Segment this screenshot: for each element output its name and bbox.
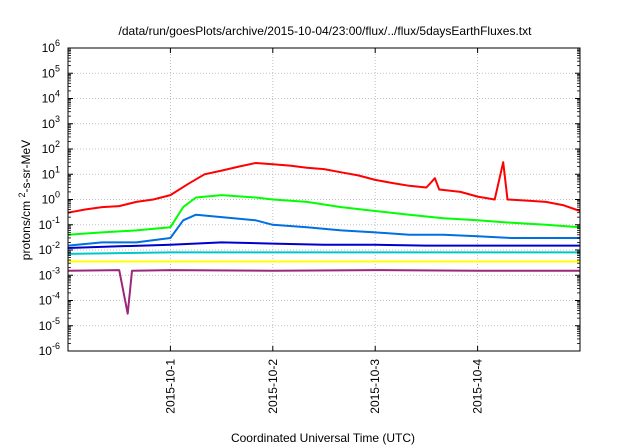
y-tick-exponent: -5 (52, 316, 60, 326)
x-tick-label: 2015-10-3 (368, 359, 382, 414)
chart-title: /data/run/goesPlots/archive/2015-10-04/2… (119, 24, 533, 38)
y-tick-base: 10 (42, 142, 56, 156)
series-layer (67, 161, 581, 315)
y-tick-label: 10-6 (39, 341, 60, 358)
x-tick-label: 2015-10-4 (471, 359, 485, 414)
y-tick-exponent: 0 (55, 190, 60, 200)
y-tick-exponent: -3 (52, 265, 60, 275)
series-line-1 (67, 194, 581, 236)
grid-layer (68, 48, 580, 351)
y-tick-base: 10 (42, 41, 56, 55)
y-tick-label: 100 (42, 190, 60, 207)
y-axis-label-text: protons/cm (19, 201, 33, 260)
y-tick-exponent: 1 (55, 164, 60, 174)
y-tick-base: 10 (42, 92, 56, 106)
y-tick-exponent: 3 (55, 114, 60, 124)
y-tick-label: 10-1 (39, 215, 60, 232)
series-line-2 (67, 213, 580, 247)
y-tick-label: 10-3 (39, 265, 60, 282)
y-tick-base: 10 (42, 66, 56, 80)
y-tick-exponent: -4 (52, 291, 60, 301)
y-tick-label: 10-4 (39, 291, 60, 308)
y-tick-base: 10 (39, 344, 53, 358)
tick-layer: 10-610-510-410-310-210-11001011021031041… (39, 38, 580, 414)
y-tick-base: 10 (39, 268, 53, 282)
y-axis-label-rest: -s-sr-MeV (19, 140, 33, 193)
y-axis-label-superscript: 2 (17, 192, 27, 197)
y-tick-label: 102 (42, 139, 60, 156)
y-tick-label: 103 (42, 114, 60, 131)
y-tick-label: 10-2 (39, 240, 60, 257)
y-tick-base: 10 (39, 243, 53, 257)
y-tick-exponent: 4 (55, 89, 60, 99)
series-line-4 (67, 251, 580, 255)
y-tick-label: 106 (42, 38, 60, 55)
y-tick-exponent: -6 (52, 341, 60, 351)
y-tick-label: 104 (42, 89, 60, 106)
y-tick-base: 10 (39, 294, 53, 308)
y-tick-label: 101 (42, 164, 60, 181)
y-tick-base: 10 (39, 319, 53, 333)
y-tick-label: 105 (42, 63, 60, 80)
y-tick-exponent: 2 (55, 139, 60, 149)
x-tick-label: 2015-10-2 (266, 359, 280, 414)
y-axis-label: protons/cm 2-s-sr-MeV (17, 140, 33, 260)
y-tick-base: 10 (42, 167, 56, 181)
y-tick-base: 10 (39, 218, 53, 232)
y-tick-base: 10 (42, 117, 56, 131)
x-axis-label: Coordinated Universal Time (UTC) (231, 431, 415, 445)
y-tick-exponent: -1 (52, 215, 60, 225)
x-tick-label: 2015-10-1 (163, 359, 177, 414)
y-tick-base: 10 (42, 193, 56, 207)
y-tick-exponent: 6 (55, 38, 60, 48)
y-tick-exponent: 5 (55, 63, 60, 73)
y-tick-label: 10-5 (39, 316, 60, 333)
y-tick-exponent: -2 (52, 240, 60, 250)
